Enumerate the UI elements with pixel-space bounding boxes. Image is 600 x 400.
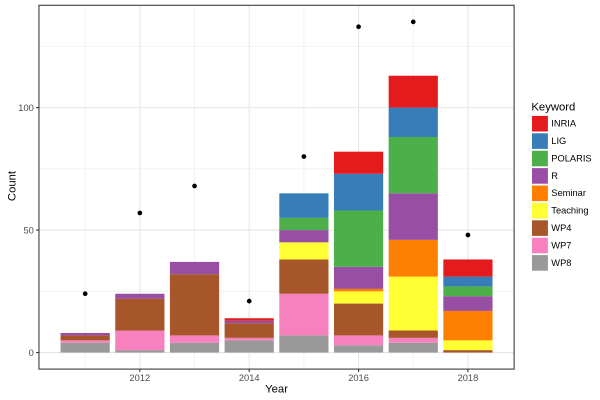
svg-text:Teaching: Teaching: [551, 206, 588, 216]
svg-text:50: 50: [23, 226, 33, 236]
svg-text:WP4: WP4: [551, 223, 571, 233]
svg-text:2012: 2012: [130, 373, 151, 383]
svg-text:2018: 2018: [458, 373, 479, 383]
svg-text:R: R: [551, 171, 558, 181]
svg-text:Count: Count: [6, 170, 18, 201]
svg-text:100: 100: [18, 103, 34, 113]
svg-text:WP8: WP8: [551, 258, 571, 268]
svg-text:2014: 2014: [239, 373, 260, 383]
svg-text:POLARIS: POLARIS: [551, 153, 591, 163]
svg-text:WP7: WP7: [551, 240, 571, 250]
svg-text:2016: 2016: [348, 373, 369, 383]
svg-text:Year: Year: [265, 384, 288, 396]
svg-text:0: 0: [29, 348, 34, 358]
svg-text:LIG: LIG: [551, 136, 566, 146]
svg-text:INRIA: INRIA: [551, 119, 577, 129]
svg-text:Seminar: Seminar: [551, 188, 586, 198]
svg-text:Keyword: Keyword: [531, 102, 575, 114]
